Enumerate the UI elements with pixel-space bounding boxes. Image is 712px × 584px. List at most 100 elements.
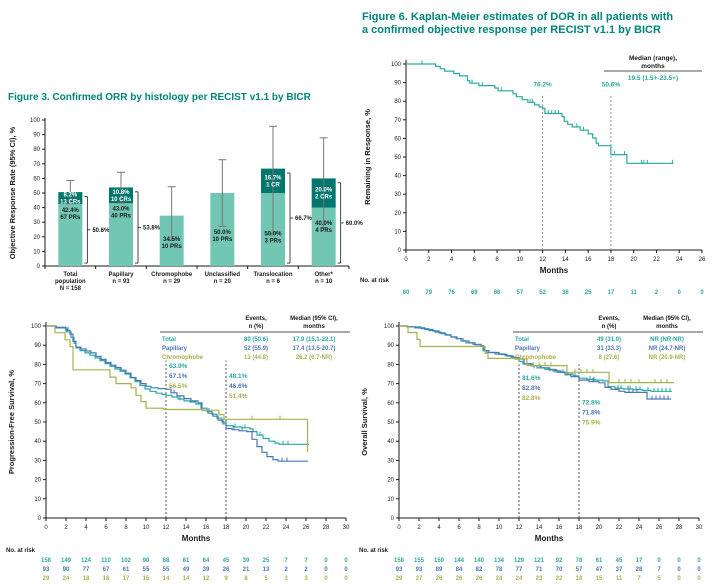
svg-text:16: 16 [556, 525, 563, 531]
svg-text:40: 40 [394, 174, 401, 180]
svg-text:12: 12 [203, 576, 210, 582]
svg-text:34.5%: 34.5% [163, 237, 181, 243]
svg-text:Remaining in Response, %: Remaining in Response, % [363, 109, 372, 205]
svg-text:months: months [656, 324, 678, 330]
svg-text:64: 64 [203, 558, 210, 564]
svg-text:Unclassified: Unclassified [205, 272, 241, 278]
svg-text:50.6%: 50.6% [92, 228, 110, 234]
svg-text:population: population [55, 279, 86, 285]
svg-text:10: 10 [143, 525, 150, 531]
svg-text:61: 61 [123, 567, 130, 573]
svg-text:Papillary: Papillary [108, 272, 134, 278]
svg-text:10 PRs: 10 PRs [212, 237, 233, 243]
svg-text:78: 78 [576, 558, 583, 564]
svg-text:0: 0 [678, 290, 682, 296]
svg-text:24: 24 [516, 576, 523, 582]
figure3-title: Figure 3. Confirmed ORR by histology per… [8, 92, 311, 103]
svg-text:60: 60 [394, 136, 401, 142]
svg-text:24: 24 [496, 576, 503, 582]
svg-text:80: 80 [403, 290, 410, 296]
svg-text:2: 2 [427, 257, 431, 263]
svg-text:Translocation: Translocation [253, 272, 292, 278]
svg-text:24: 24 [63, 576, 70, 582]
svg-text:20: 20 [33, 235, 40, 241]
svg-text:21: 21 [243, 567, 250, 573]
svg-text:24: 24 [283, 525, 290, 531]
svg-text:55: 55 [163, 567, 170, 573]
svg-text:155: 155 [414, 558, 425, 564]
svg-text:150: 150 [434, 558, 445, 564]
svg-text:11: 11 [616, 576, 623, 582]
svg-text:30: 30 [696, 525, 703, 531]
svg-text:No. at risk: No. at risk [6, 548, 36, 554]
svg-text:4: 4 [437, 525, 441, 531]
svg-text:18: 18 [576, 525, 583, 531]
svg-text:Median (range),: Median (range), [629, 55, 677, 62]
svg-text:61: 61 [596, 558, 603, 564]
svg-text:100: 100 [30, 118, 41, 124]
svg-text:47: 47 [596, 567, 603, 573]
svg-text:80: 80 [33, 147, 40, 153]
svg-text:50.0%: 50.0% [214, 230, 232, 236]
svg-text:Median (95% CI),: Median (95% CI), [643, 316, 691, 322]
svg-text:20: 20 [34, 478, 41, 484]
svg-text:26: 26 [303, 525, 310, 531]
svg-text:0: 0 [344, 558, 348, 564]
svg-text:30: 30 [343, 525, 350, 531]
svg-text:Chromophobe: Chromophobe [162, 355, 204, 361]
svg-text:Events,: Events, [245, 316, 267, 322]
svg-text:66.7%: 66.7% [295, 216, 313, 222]
svg-text:36: 36 [562, 290, 569, 296]
svg-text:66: 66 [494, 290, 501, 296]
svg-text:0: 0 [404, 257, 408, 263]
svg-text:0: 0 [44, 525, 48, 531]
svg-text:2: 2 [304, 567, 308, 573]
svg-text:8: 8 [244, 576, 248, 582]
svg-text:22: 22 [616, 525, 623, 531]
svg-text:30: 30 [387, 458, 394, 464]
svg-text:80: 80 [387, 362, 394, 368]
svg-text:67: 67 [103, 567, 110, 573]
svg-text:13 (44.8): 13 (44.8) [244, 355, 268, 361]
svg-text:10: 10 [387, 497, 394, 503]
svg-text:10.8%: 10.8% [112, 190, 130, 196]
svg-text:124: 124 [81, 558, 92, 564]
svg-text:100: 100 [384, 324, 395, 330]
svg-text:2: 2 [655, 290, 659, 296]
svg-text:10: 10 [517, 257, 524, 263]
svg-text:0: 0 [38, 516, 42, 522]
svg-text:4: 4 [450, 257, 454, 263]
svg-text:18: 18 [103, 576, 110, 582]
svg-text:134: 134 [494, 558, 505, 564]
svg-text:11: 11 [631, 290, 638, 296]
svg-text:4 PRs: 4 PRs [315, 228, 332, 234]
svg-text:13: 13 [263, 567, 270, 573]
svg-text:102: 102 [121, 558, 132, 564]
svg-text:0: 0 [324, 567, 328, 573]
svg-text:n = 6: n = 6 [266, 279, 281, 285]
svg-text:71: 71 [536, 567, 543, 573]
svg-text:4: 4 [84, 525, 88, 531]
svg-text:12: 12 [539, 257, 546, 263]
svg-text:22: 22 [556, 576, 563, 582]
svg-text:6: 6 [457, 525, 461, 531]
svg-text:26: 26 [436, 576, 443, 582]
svg-text:28: 28 [323, 525, 330, 531]
svg-text:79: 79 [425, 290, 432, 296]
svg-text:N = 158: N = 158 [60, 286, 82, 292]
svg-text:50: 50 [34, 420, 41, 426]
svg-text:0: 0 [398, 248, 402, 254]
svg-text:67 PRs: 67 PRs [60, 215, 81, 221]
svg-text:84: 84 [456, 567, 463, 573]
svg-text:0: 0 [344, 567, 348, 573]
svg-text:0: 0 [697, 558, 701, 564]
svg-text:10: 10 [33, 249, 40, 255]
svg-text:75.9%: 75.9% [582, 420, 601, 427]
orr-bar-chart: 0 10 20 30 40 50 60 70 80 90 100 Objective Response… [8, 118, 363, 292]
svg-text:26: 26 [476, 576, 483, 582]
svg-text:26: 26 [223, 567, 230, 573]
svg-text:10: 10 [496, 525, 503, 531]
svg-text:0: 0 [677, 567, 681, 573]
